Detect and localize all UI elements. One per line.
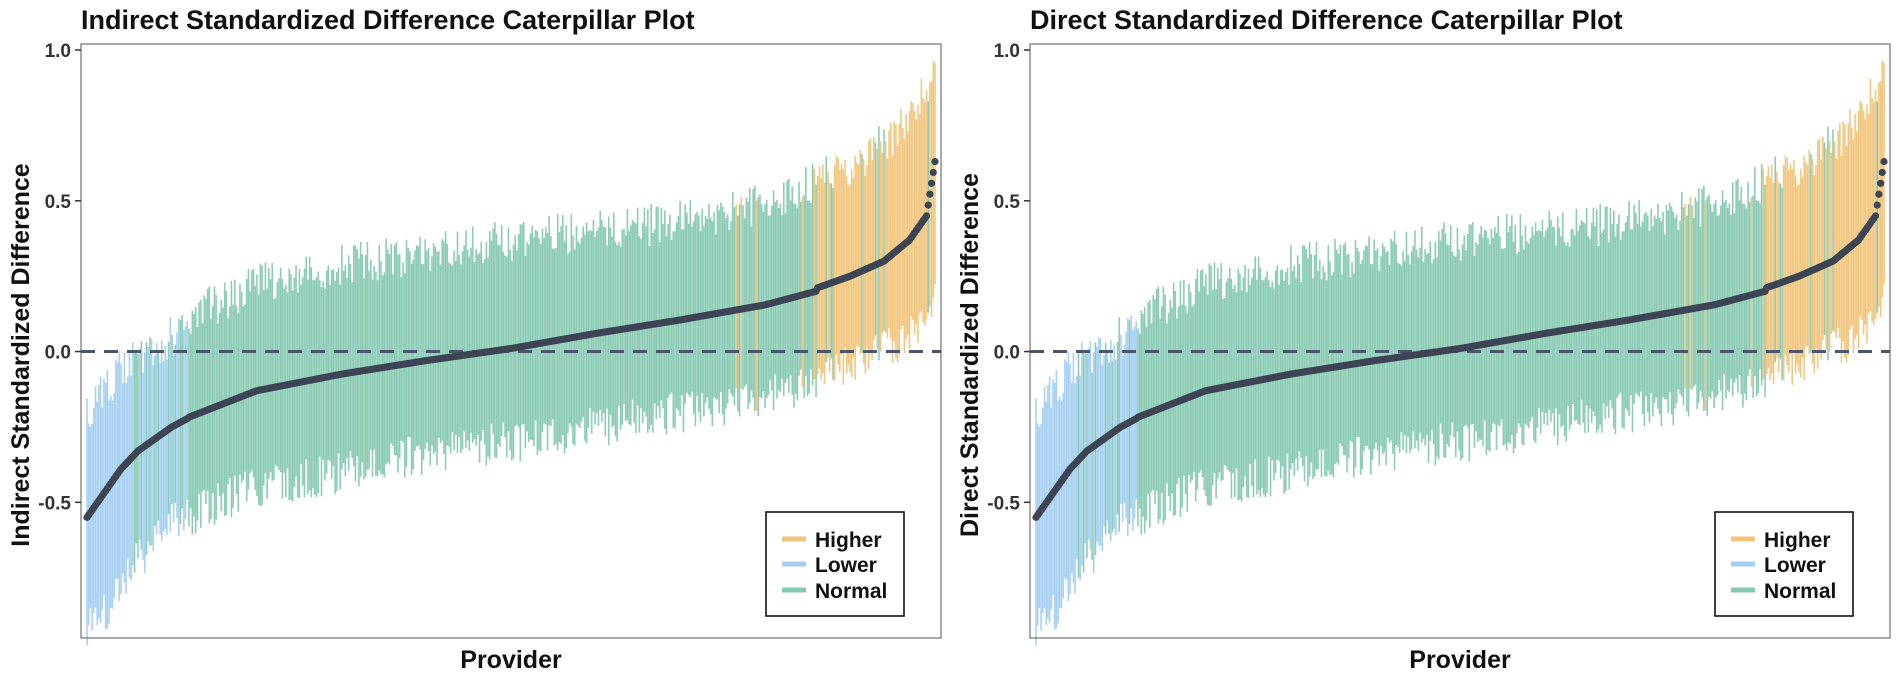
y-axis-label: Indirect Standardized Difference <box>7 163 35 547</box>
estimate-point <box>931 157 939 166</box>
plot-area: -0.5 0.0 0.5 1.0 <box>987 41 1891 646</box>
estimate-point <box>928 179 936 187</box>
estimate-point <box>922 212 931 220</box>
interval-bars <box>1035 60 1885 646</box>
y-tick-label: -0.5 <box>987 493 1020 514</box>
estimate-points <box>83 157 939 521</box>
y-tick-label: 0.0 <box>994 343 1020 364</box>
x-axis-label: Provider <box>1409 646 1511 674</box>
x-axis-label: Provider <box>460 646 562 674</box>
legend-label-lower: Lower <box>815 554 877 577</box>
plot-area: -0.5 0.0 0.5 1.0 <box>38 41 942 646</box>
estimate-point <box>924 201 932 209</box>
y-axis-label: Direct Standardized Difference <box>956 173 984 537</box>
plot-border <box>80 43 942 639</box>
indirect-caterpillar-panel: Indirect Standardized Difference Caterpi… <box>7 5 942 674</box>
estimate-point <box>1873 201 1881 209</box>
legend-label-normal: Normal <box>815 580 887 603</box>
estimate-point <box>1871 212 1880 220</box>
legend: Higher Lower Normal <box>1714 511 1854 617</box>
estimate-point <box>926 190 934 198</box>
estimate-point <box>1880 157 1888 166</box>
y-tick-label: -0.5 <box>38 493 71 514</box>
direct-caterpillar-panel: Direct Standardized Difference Caterpill… <box>956 5 1891 674</box>
legend-label-normal: Normal <box>1764 580 1836 603</box>
y-tick-label: 1.0 <box>994 41 1020 62</box>
y-tick-label: 0.0 <box>45 343 71 364</box>
legend-label-higher: Higher <box>815 529 882 552</box>
chart-title: Direct Standardized Difference Caterpill… <box>1030 5 1623 35</box>
estimate-point <box>929 168 937 177</box>
plot-border <box>1029 43 1891 639</box>
y-tick-label: 0.5 <box>994 192 1021 213</box>
interval-bars <box>86 60 936 646</box>
estimate-points <box>1032 157 1888 521</box>
estimate-point <box>1877 179 1885 187</box>
estimate-point <box>1875 190 1883 198</box>
y-tick-label: 1.0 <box>45 41 71 62</box>
legend-label-higher: Higher <box>1764 529 1831 552</box>
legend-label-lower: Lower <box>1764 554 1826 577</box>
estimate-point <box>1878 168 1886 177</box>
legend: Higher Lower Normal <box>765 511 905 617</box>
chart-title: Indirect Standardized Difference Caterpi… <box>81 5 695 35</box>
y-tick-label: 0.5 <box>45 192 72 213</box>
